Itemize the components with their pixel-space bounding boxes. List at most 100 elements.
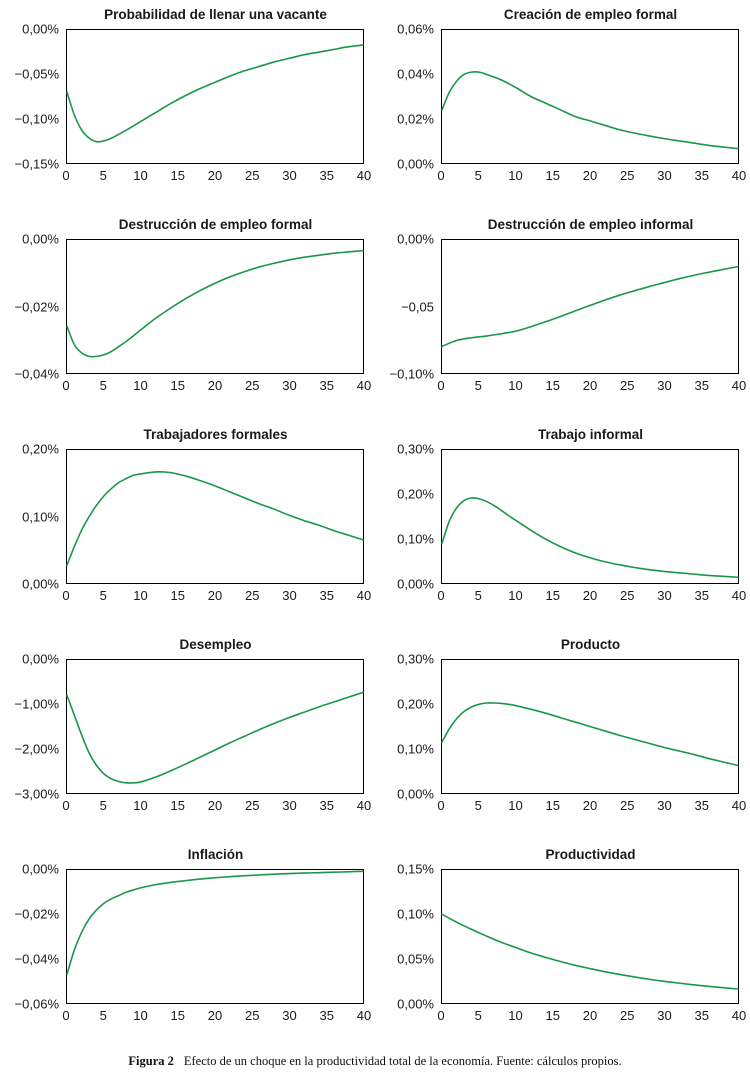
x-tick-label: 5 [474, 378, 482, 393]
x-tick-label: 0 [437, 588, 445, 603]
y-tick-label: 0,02% [397, 111, 434, 127]
y-tick-label: 0,06% [397, 21, 434, 37]
x-tick-label: 10 [133, 588, 148, 603]
x-tick-label: 30 [657, 168, 672, 183]
x-tick-label: 10 [508, 1008, 523, 1023]
x-tick-label: 20 [582, 378, 598, 393]
y-axis: 0,00% −1,00% −2,00% −3,00% [0, 652, 59, 802]
y-tick-label: 0,00% [397, 576, 434, 592]
x-tick-label: 25 [620, 168, 635, 183]
chart-panel-trabajadores-formales: Trabajadores formales 0,20% 0,10% 0,00% 0 5… [0, 420, 375, 630]
y-tick-label: 0,00% [22, 21, 59, 37]
x-tick-label: 0 [62, 1008, 70, 1023]
plot-area [66, 29, 364, 164]
x-tick-label: 20 [582, 1008, 598, 1023]
x-tick-label: 0 [62, 798, 70, 813]
chart-panel-desempleo: Desempleo 0,00% −1,00% −2,00% −3,00% 0 5 10 15… [0, 630, 375, 840]
x-tick-label: 40 [731, 378, 747, 393]
x-tick-label: 10 [508, 168, 523, 183]
x-tick-label: 25 [245, 1008, 260, 1023]
y-axis: 0,06% 0,04% 0,02% 0,00% [375, 22, 434, 172]
x-tick-label: 0 [437, 168, 445, 183]
x-tick-label: 0 [62, 588, 70, 603]
x-tick-label: 40 [356, 168, 372, 183]
chart-title: Producto [560, 637, 621, 652]
x-tick-label: 25 [245, 378, 260, 393]
y-tick-label: −2,00% [14, 741, 59, 757]
y-tick-label: −0,04% [14, 951, 59, 967]
y-axis: 0,00% −0,02% −0,04% [0, 232, 59, 382]
x-tick-label: 20 [582, 588, 598, 603]
y-tick-label: 0,05% [397, 951, 434, 967]
x-tick-label: 10 [133, 798, 148, 813]
plot-area [66, 239, 364, 374]
y-axis: 0,30% 0,20% 0,10% 0,00% [375, 652, 434, 802]
x-tick-label: 0 [62, 168, 70, 183]
plot-area [66, 659, 364, 794]
x-tick-label: 15 [545, 168, 560, 183]
x-tick-label: 25 [620, 1008, 635, 1023]
x-tick-label: 35 [694, 588, 709, 603]
y-tick-label: 0,10% [397, 906, 434, 922]
line-series [442, 870, 738, 1003]
line-series [67, 30, 363, 163]
x-tick-label: 5 [99, 378, 107, 393]
figure-caption-text: Efecto de un choque en la productividad … [183, 1054, 622, 1068]
x-axis: 0 5 10 15 20 25 30 35 40 [62, 168, 371, 184]
x-tick-label: 15 [170, 1008, 185, 1023]
x-tick-label: 25 [245, 168, 260, 183]
x-tick-label: 35 [319, 378, 334, 393]
plot-area [66, 869, 364, 1004]
chart-title: Inflación [187, 847, 244, 862]
x-tick-label: 35 [694, 1008, 709, 1023]
y-tick-label: −1,00% [14, 696, 59, 712]
x-tick-label: 35 [319, 798, 334, 813]
y-tick-label: 0,30% [397, 441, 434, 457]
x-axis: 0 5 10 15 20 25 30 35 40 [437, 588, 746, 604]
plot-area [441, 869, 739, 1004]
line-series [67, 450, 363, 583]
line-series [442, 660, 738, 793]
figure-caption: Figura 2 Efecto de un choque en la produc… [0, 1054, 750, 1069]
chart-panel-destruccion-empleo-informal: Destrucción de empleo informal 0,00% −0,0… [375, 210, 750, 420]
x-tick-label: 15 [545, 1008, 560, 1023]
line-series [442, 450, 738, 583]
x-tick-label: 10 [508, 798, 523, 813]
y-tick-label: 0,10% [22, 509, 59, 524]
y-axis: 0,00% −0,02% −0,04% −0,06% [0, 862, 59, 1012]
y-tick-label: 0,15% [397, 861, 434, 877]
x-axis: 0 5 10 15 20 25 30 35 40 [62, 378, 371, 394]
y-axis: 0,00% −0,05 −0,10% [375, 232, 434, 382]
y-axis: 0,30% 0,20% 0,10% 0,00% [375, 442, 434, 592]
x-tick-label: 5 [99, 798, 107, 813]
x-tick-label: 30 [282, 1008, 297, 1023]
chart-title: Probabilidad de llenar una vacante [104, 7, 327, 22]
x-tick-label: 40 [731, 588, 747, 603]
x-tick-label: 30 [657, 588, 672, 603]
x-tick-label: 25 [620, 588, 635, 603]
y-tick-label: 0,10% [397, 741, 434, 757]
y-tick-label: 0,00% [397, 231, 434, 247]
y-tick-label: −3,00% [14, 786, 59, 802]
x-tick-label: 10 [133, 378, 148, 393]
chart-title: Destrucción de empleo formal [118, 217, 313, 232]
line-series [67, 660, 363, 793]
x-tick-label: 30 [282, 168, 297, 183]
x-tick-label: 15 [170, 588, 185, 603]
chart-title: Productividad [545, 847, 636, 862]
x-tick-label: 25 [620, 378, 635, 393]
chart-panel-trabajo-informal: Trabajo informal 0,30% 0,20% 0,10% 0,00% 0 5… [375, 420, 750, 630]
x-tick-label: 30 [657, 1008, 672, 1023]
chart-title: Desempleo [179, 637, 252, 652]
x-tick-label: 40 [731, 1008, 747, 1023]
plot-area [441, 449, 739, 584]
x-tick-label: 35 [319, 1008, 334, 1023]
x-tick-label: 5 [474, 588, 482, 603]
plot-area [441, 659, 739, 794]
x-tick-label: 15 [545, 378, 560, 393]
x-tick-label: 40 [356, 378, 372, 393]
y-tick-label: −0,04% [14, 366, 59, 382]
y-tick-label: −0,05 [401, 299, 434, 314]
x-tick-label: 20 [207, 168, 223, 183]
y-tick-label: 0,00% [397, 156, 434, 172]
